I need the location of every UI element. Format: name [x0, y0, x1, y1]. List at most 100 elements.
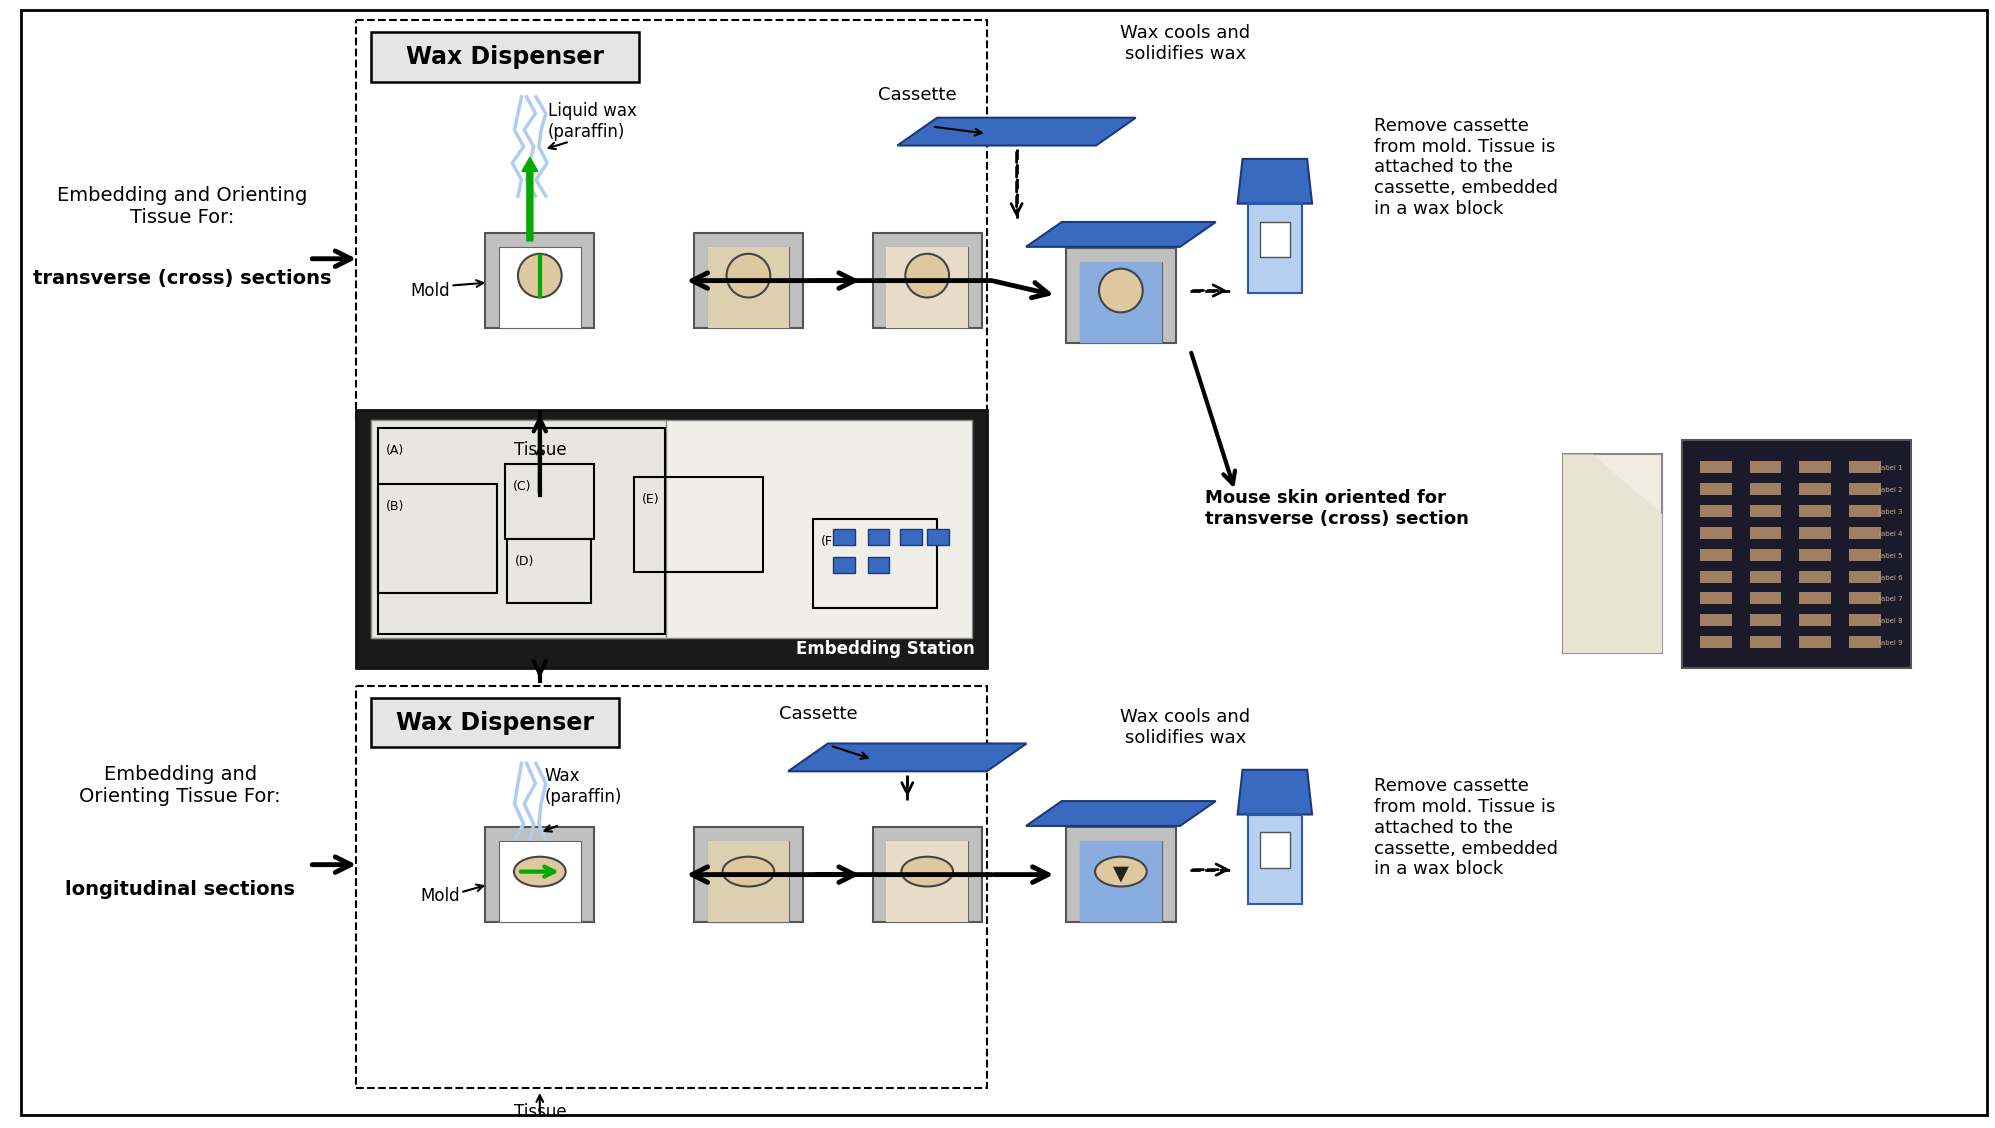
FancyBboxPatch shape [694, 828, 804, 922]
Text: Remove cassette
from mold. Tissue is
attached to the
cassette, embedded
in a wax: Remove cassette from mold. Tissue is att… [1375, 116, 1558, 218]
Text: Wax
(paraffin): Wax (paraffin) [545, 767, 622, 807]
Polygon shape [1237, 769, 1313, 814]
Text: Embedding Station: Embedding Station [796, 640, 976, 658]
Text: longitudinal sections: longitudinal sections [66, 880, 295, 899]
Text: (B): (B) [385, 500, 405, 513]
FancyBboxPatch shape [1259, 221, 1291, 257]
Polygon shape [1237, 159, 1313, 204]
FancyBboxPatch shape [371, 420, 666, 638]
Text: Embedding and
Orienting Tissue For:: Embedding and Orienting Tissue For: [80, 765, 281, 807]
FancyBboxPatch shape [1065, 248, 1175, 343]
FancyBboxPatch shape [371, 420, 972, 638]
Ellipse shape [722, 857, 774, 887]
FancyBboxPatch shape [1700, 461, 1732, 474]
FancyBboxPatch shape [1799, 615, 1831, 626]
FancyBboxPatch shape [371, 33, 638, 82]
Text: (A): (A) [385, 443, 405, 457]
Circle shape [1099, 268, 1143, 312]
FancyBboxPatch shape [371, 698, 618, 748]
Text: Cassette: Cassette [878, 86, 956, 104]
Text: (C): (C) [513, 481, 531, 493]
FancyBboxPatch shape [1079, 841, 1161, 922]
FancyBboxPatch shape [1750, 615, 1782, 626]
FancyArrow shape [523, 158, 539, 241]
FancyBboxPatch shape [868, 557, 890, 573]
FancyBboxPatch shape [1700, 636, 1732, 649]
Text: transverse (cross) sections: transverse (cross) sections [34, 268, 331, 288]
FancyBboxPatch shape [1079, 262, 1161, 343]
FancyBboxPatch shape [900, 529, 922, 545]
Polygon shape [1025, 801, 1215, 826]
FancyBboxPatch shape [485, 233, 595, 328]
FancyBboxPatch shape [886, 841, 968, 922]
FancyBboxPatch shape [1259, 832, 1291, 869]
Text: Tissue: Tissue [513, 441, 567, 458]
FancyBboxPatch shape [499, 841, 581, 922]
Polygon shape [788, 743, 1027, 772]
FancyBboxPatch shape [1700, 483, 1732, 495]
FancyBboxPatch shape [708, 841, 790, 922]
FancyBboxPatch shape [832, 529, 854, 545]
Text: label 3: label 3 [1879, 509, 1903, 515]
FancyBboxPatch shape [485, 828, 595, 922]
FancyBboxPatch shape [1247, 204, 1303, 293]
FancyBboxPatch shape [1700, 527, 1732, 539]
Text: label 7: label 7 [1879, 597, 1903, 602]
Text: Wax cools and
solidifies wax: Wax cools and solidifies wax [1121, 25, 1251, 63]
Text: (D): (D) [515, 555, 535, 567]
FancyBboxPatch shape [1079, 841, 1161, 922]
FancyBboxPatch shape [928, 529, 950, 545]
FancyBboxPatch shape [886, 247, 968, 328]
FancyBboxPatch shape [1065, 828, 1175, 922]
FancyBboxPatch shape [1750, 483, 1782, 495]
FancyBboxPatch shape [832, 557, 854, 573]
FancyBboxPatch shape [1849, 505, 1881, 517]
FancyBboxPatch shape [355, 20, 988, 423]
Text: label 5: label 5 [1879, 553, 1903, 558]
FancyBboxPatch shape [1849, 615, 1881, 626]
FancyBboxPatch shape [1700, 571, 1732, 582]
FancyBboxPatch shape [1799, 571, 1831, 582]
Text: label 1: label 1 [1879, 466, 1903, 472]
Text: Mold: Mold [421, 888, 461, 906]
Text: Mouse skin oriented for
transverse (cross) section: Mouse skin oriented for transverse (cros… [1205, 490, 1468, 528]
FancyBboxPatch shape [355, 686, 988, 1089]
Text: Wax Dispenser: Wax Dispenser [407, 45, 604, 69]
FancyBboxPatch shape [886, 841, 968, 922]
Ellipse shape [515, 857, 567, 887]
Text: Wax Dispenser: Wax Dispenser [397, 711, 595, 734]
FancyBboxPatch shape [22, 10, 1987, 1114]
FancyBboxPatch shape [1750, 461, 1782, 474]
FancyBboxPatch shape [1079, 262, 1161, 343]
Text: label 2: label 2 [1879, 487, 1903, 493]
Circle shape [906, 254, 950, 298]
FancyBboxPatch shape [1849, 592, 1881, 605]
Ellipse shape [902, 857, 954, 887]
FancyBboxPatch shape [708, 247, 790, 328]
FancyBboxPatch shape [1799, 636, 1831, 649]
Text: label 6: label 6 [1879, 574, 1903, 581]
FancyBboxPatch shape [1750, 636, 1782, 649]
FancyBboxPatch shape [1750, 571, 1782, 582]
Text: Mold: Mold [411, 282, 451, 300]
FancyBboxPatch shape [1750, 592, 1782, 605]
FancyBboxPatch shape [1700, 549, 1732, 561]
Text: (F): (F) [820, 535, 838, 548]
Text: Remove cassette
from mold. Tissue is
attached to the
cassette, embedded
in a wax: Remove cassette from mold. Tissue is att… [1375, 777, 1558, 879]
FancyBboxPatch shape [1849, 636, 1881, 649]
FancyBboxPatch shape [1849, 483, 1881, 495]
FancyBboxPatch shape [1849, 549, 1881, 561]
FancyBboxPatch shape [1799, 461, 1831, 474]
FancyBboxPatch shape [708, 841, 790, 922]
FancyBboxPatch shape [1849, 461, 1881, 474]
FancyBboxPatch shape [1750, 505, 1782, 517]
FancyBboxPatch shape [1700, 592, 1732, 605]
FancyBboxPatch shape [1799, 483, 1831, 495]
FancyBboxPatch shape [872, 233, 982, 328]
Polygon shape [1025, 222, 1215, 247]
FancyBboxPatch shape [1849, 571, 1881, 582]
Text: label 9: label 9 [1879, 641, 1903, 646]
FancyBboxPatch shape [1799, 505, 1831, 517]
Circle shape [519, 254, 563, 298]
FancyBboxPatch shape [1247, 814, 1303, 904]
